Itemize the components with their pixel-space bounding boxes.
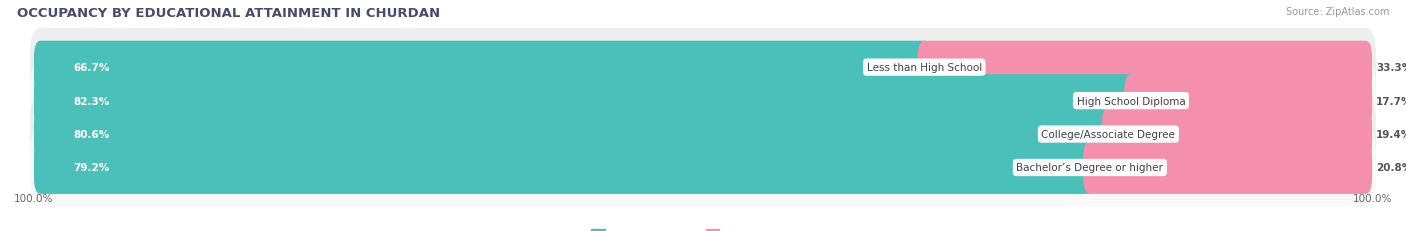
FancyBboxPatch shape bbox=[918, 42, 1372, 94]
FancyBboxPatch shape bbox=[34, 141, 1097, 194]
Text: 66.7%: 66.7% bbox=[73, 63, 110, 73]
Legend: Owner-occupied, Renter-occupied: Owner-occupied, Renter-occupied bbox=[586, 225, 820, 231]
Text: Less than High School: Less than High School bbox=[866, 63, 981, 73]
FancyBboxPatch shape bbox=[30, 95, 1376, 173]
FancyBboxPatch shape bbox=[1125, 75, 1372, 128]
Text: 79.2%: 79.2% bbox=[73, 163, 110, 173]
FancyBboxPatch shape bbox=[30, 62, 1376, 140]
Text: Source: ZipAtlas.com: Source: ZipAtlas.com bbox=[1285, 7, 1389, 17]
FancyBboxPatch shape bbox=[34, 75, 1137, 128]
FancyBboxPatch shape bbox=[30, 29, 1376, 107]
Text: High School Diploma: High School Diploma bbox=[1077, 96, 1185, 106]
Text: 80.6%: 80.6% bbox=[73, 130, 110, 140]
Text: OCCUPANCY BY EDUCATIONAL ATTAINMENT IN CHURDAN: OCCUPANCY BY EDUCATIONAL ATTAINMENT IN C… bbox=[17, 7, 440, 20]
FancyBboxPatch shape bbox=[34, 42, 931, 94]
Text: Bachelor’s Degree or higher: Bachelor’s Degree or higher bbox=[1017, 163, 1163, 173]
FancyBboxPatch shape bbox=[1083, 141, 1372, 194]
Text: 100.0%: 100.0% bbox=[14, 193, 53, 203]
Text: 33.3%: 33.3% bbox=[1376, 63, 1406, 73]
FancyBboxPatch shape bbox=[1102, 108, 1372, 161]
Text: 82.3%: 82.3% bbox=[73, 96, 110, 106]
Text: 19.4%: 19.4% bbox=[1376, 130, 1406, 140]
Text: 100.0%: 100.0% bbox=[1353, 193, 1392, 203]
FancyBboxPatch shape bbox=[30, 129, 1376, 207]
FancyBboxPatch shape bbox=[34, 108, 1115, 161]
Text: College/Associate Degree: College/Associate Degree bbox=[1042, 130, 1175, 140]
Text: 20.8%: 20.8% bbox=[1376, 163, 1406, 173]
Text: 17.7%: 17.7% bbox=[1376, 96, 1406, 106]
